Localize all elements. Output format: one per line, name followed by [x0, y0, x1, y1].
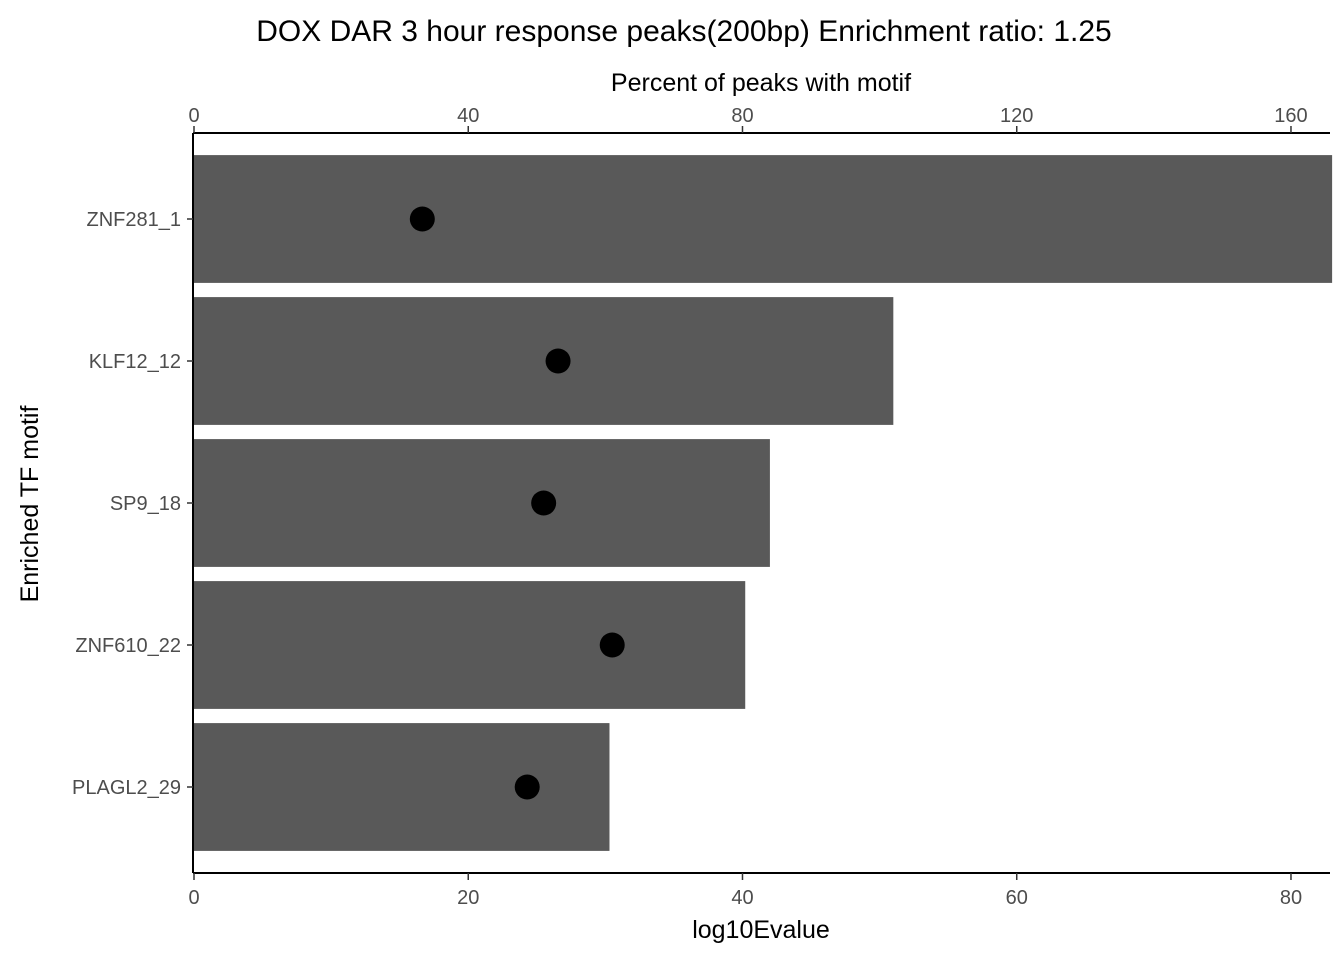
bottom-tick-label: 40 [731, 887, 753, 909]
bars-layer [194, 155, 1333, 851]
point-plagl2-29 [514, 774, 540, 800]
point-znf610-22 [599, 632, 625, 658]
category-labels-layer: ZNF281_1 KLF12_12 SP9_18 ZNF610_22 PLAGL2_29 [72, 209, 193, 799]
top-axis-title: Percent of peaks with motif [611, 69, 911, 97]
bottom-ticks-layer: 0 20 40 60 80 [188, 873, 1302, 909]
bottom-tick-label: 80 [1280, 887, 1302, 909]
y-axis-title: Enriched TF motif [16, 406, 44, 603]
y-tick-label: ZNF610_22 [75, 635, 181, 657]
top-tick-label: 160 [1274, 105, 1307, 127]
point-klf12-12 [545, 348, 571, 374]
top-tick-label: 0 [188, 105, 199, 127]
bottom-tick-label: 20 [457, 887, 479, 909]
point-znf281-1 [409, 206, 435, 232]
top-tick-label: 80 [731, 105, 753, 127]
bottom-axis-title: log10Evalue [692, 916, 830, 944]
top-tick-label: 120 [1000, 105, 1033, 127]
top-tick-label: 40 [457, 105, 479, 127]
points-layer [409, 206, 625, 800]
y-tick-label: SP9_18 [110, 493, 181, 515]
point-sp9-18 [531, 490, 557, 516]
top-ticks-layer: 0 40 80 120 160 [188, 105, 1308, 133]
y-tick-label: PLAGL2_29 [72, 777, 181, 799]
bottom-tick-label: 60 [1006, 887, 1028, 909]
bar-plagl2-29 [194, 723, 610, 851]
bar-znf610-22 [194, 581, 746, 709]
bar-znf281-1 [194, 155, 1333, 283]
bar-klf12-12 [194, 297, 894, 425]
y-tick-label: ZNF281_1 [87, 209, 182, 231]
bottom-tick-label: 0 [188, 887, 199, 909]
y-tick-label: KLF12_12 [89, 351, 181, 373]
chart-title: DOX DAR 3 hour response peaks(200bp) Enr… [256, 15, 1111, 48]
bar-sp9-18 [194, 439, 770, 567]
